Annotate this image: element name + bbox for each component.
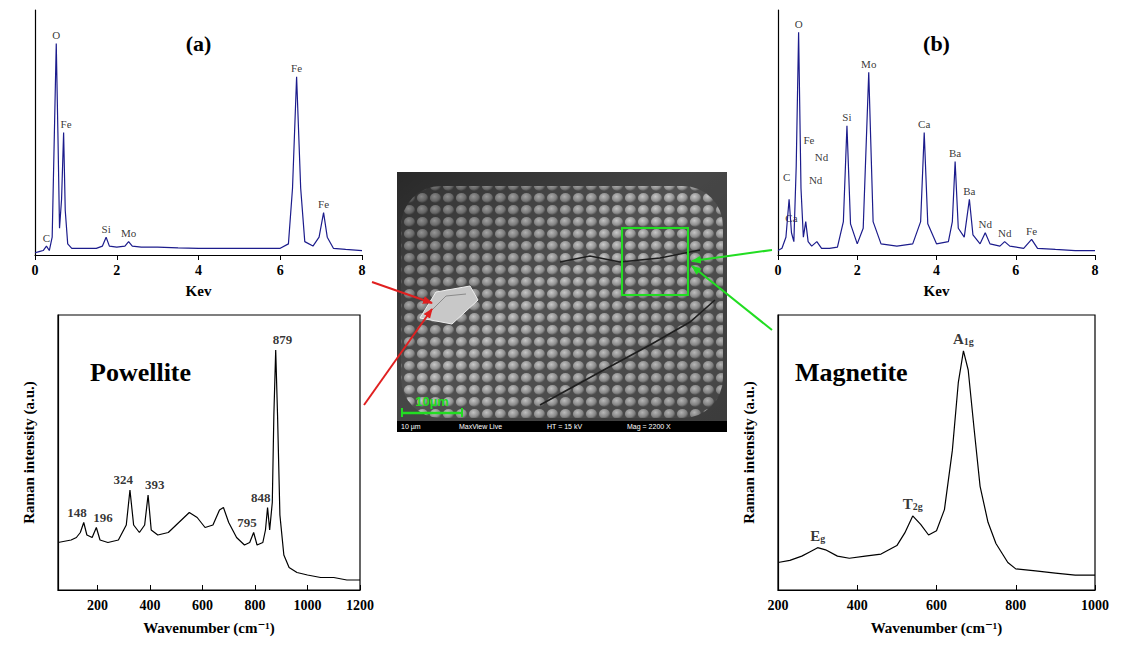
svg-text:Fe: Fe [1026,225,1037,237]
svg-text:Kev: Kev [186,283,212,299]
svg-text:Raman intensity (a.u.): Raman intensity (a.u.) [741,381,758,524]
svg-text:324: 324 [113,472,133,487]
svg-text:4: 4 [195,263,202,278]
svg-text:196: 196 [93,510,113,525]
svg-text:Nd: Nd [815,151,829,163]
svg-text:Magnetite: Magnetite [795,358,908,387]
svg-text:Fe: Fe [803,134,814,146]
svg-text:Raman intensity (a.u.): Raman intensity (a.u.) [21,381,38,524]
svg-text:8: 8 [359,263,366,278]
svg-text:E: E [810,528,820,544]
svg-text:Fe: Fe [61,118,72,130]
svg-text:0: 0 [775,263,782,278]
svg-text:600: 600 [926,598,947,613]
svg-text:Mo: Mo [121,227,137,239]
svg-text:(b): (b) [923,31,950,56]
svg-text:O: O [52,29,60,41]
svg-text:848: 848 [251,490,271,505]
svg-text:Si: Si [842,111,851,123]
svg-text:Mag = 2200 X: Mag = 2200 X [627,423,671,431]
svg-text:400: 400 [139,598,160,613]
svg-text:(a): (a) [186,31,212,56]
svg-text:g: g [820,533,825,544]
svg-text:879: 879 [273,332,293,347]
svg-text:393: 393 [145,477,165,492]
svg-text:Nd: Nd [979,218,993,230]
svg-text:10 µm: 10 µm [401,423,421,431]
svg-text:Fe: Fe [318,198,329,210]
svg-text:Wavenumber (cm⁻¹): Wavenumber (cm⁻¹) [143,620,275,637]
svg-text:0: 0 [32,263,39,278]
svg-text:T: T [903,496,913,512]
svg-text:C: C [43,232,50,244]
svg-text:800: 800 [1005,598,1026,613]
svg-text:Si: Si [102,223,111,235]
svg-text:Kev: Kev [924,283,950,299]
svg-text:Ba: Ba [963,185,975,197]
svg-text:8: 8 [1092,263,1099,278]
svg-text:Fe: Fe [291,62,302,74]
svg-text:6: 6 [1012,263,1019,278]
svg-text:2g: 2g [913,501,923,512]
svg-text:HT = 15 kV: HT = 15 kV [547,423,582,430]
svg-text:200: 200 [87,598,108,613]
svg-text:A: A [953,331,964,347]
svg-text:MaxView Live: MaxView Live [459,423,502,430]
svg-text:148: 148 [67,505,87,520]
svg-text:Ca: Ca [918,118,930,130]
svg-text:6: 6 [277,263,284,278]
svg-text:600: 600 [192,598,213,613]
svg-text:800: 800 [244,598,265,613]
svg-text:Nd: Nd [809,174,823,186]
svg-text:1000: 1000 [293,598,321,613]
svg-text:10µm: 10µm [415,394,449,409]
svg-text:795: 795 [237,515,257,530]
svg-text:C: C [783,171,790,183]
svg-text:1200: 1200 [346,598,374,613]
svg-text:Powellite: Powellite [90,358,191,387]
svg-text:Mo: Mo [861,58,877,70]
svg-text:Ba: Ba [949,147,961,159]
svg-text:200: 200 [768,598,789,613]
svg-text:4: 4 [933,263,940,278]
svg-text:1g: 1g [964,336,974,347]
svg-text:1000: 1000 [1081,598,1109,613]
svg-text:2: 2 [113,263,120,278]
svg-text:2: 2 [854,263,861,278]
svg-text:Wavenumber (cm⁻¹): Wavenumber (cm⁻¹) [871,620,1003,637]
svg-text:O: O [795,18,803,30]
svg-text:400: 400 [847,598,868,613]
svg-text:Ca: Ca [785,211,798,224]
svg-text:Nd: Nd [998,227,1012,239]
